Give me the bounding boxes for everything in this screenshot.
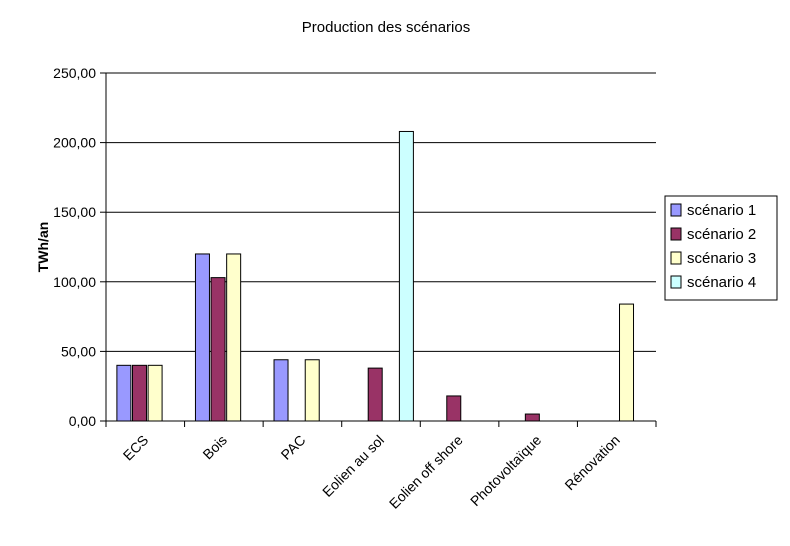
bar: [131, 364, 147, 422]
legend-label: scénario 4: [687, 274, 756, 291]
legend-swatch: [670, 275, 682, 289]
legend-box: [664, 195, 778, 301]
legend: scénario 1 scénario 2 scénario 3 scénario 4: [664, 195, 778, 301]
x-tick-label: Rénovation: [561, 432, 622, 493]
y-tick-label: 250,00: [53, 65, 96, 81]
bar: [273, 359, 289, 422]
chart-title: Production des scénarios: [302, 19, 470, 36]
bar: [194, 253, 210, 422]
bar: [210, 277, 226, 422]
legend-swatch: [670, 203, 682, 217]
x-tick-label: Photovoltaïque: [467, 432, 545, 510]
bar: [116, 364, 132, 422]
bar: [446, 395, 462, 422]
y-tick-label: 50,00: [61, 343, 96, 359]
legend-swatch: [670, 227, 682, 241]
y-tick-label: 100,00: [53, 274, 96, 290]
y-tick-label: 150,00: [53, 204, 96, 220]
bar: [367, 367, 383, 422]
bar: [226, 253, 242, 422]
bar: [304, 359, 320, 422]
y-tick-label: 200,00: [53, 135, 96, 151]
legend-swatch: [670, 251, 682, 265]
plot-area: 0,00 50,00 100,00 150,00 200,00 250,00 ECS Bois…: [53, 65, 657, 512]
legend-label: scénario 1: [687, 202, 756, 219]
x-tick-label: Bois: [199, 432, 230, 463]
legend-label: scénario 2: [687, 226, 756, 243]
y-axis-label: TWh/an: [35, 222, 51, 273]
x-tick-label: PAC: [278, 432, 309, 463]
bar: [619, 303, 635, 422]
bar: [147, 364, 163, 422]
y-tick-label: 0,00: [69, 413, 96, 429]
x-tick-label: Eolien off shore: [386, 432, 466, 512]
x-tick-label: ECS: [120, 432, 152, 464]
legend-label: scénario 3: [687, 250, 756, 267]
bar: [524, 413, 540, 422]
x-tick-label: Eolien au sol: [319, 432, 387, 500]
bar: [398, 130, 414, 422]
